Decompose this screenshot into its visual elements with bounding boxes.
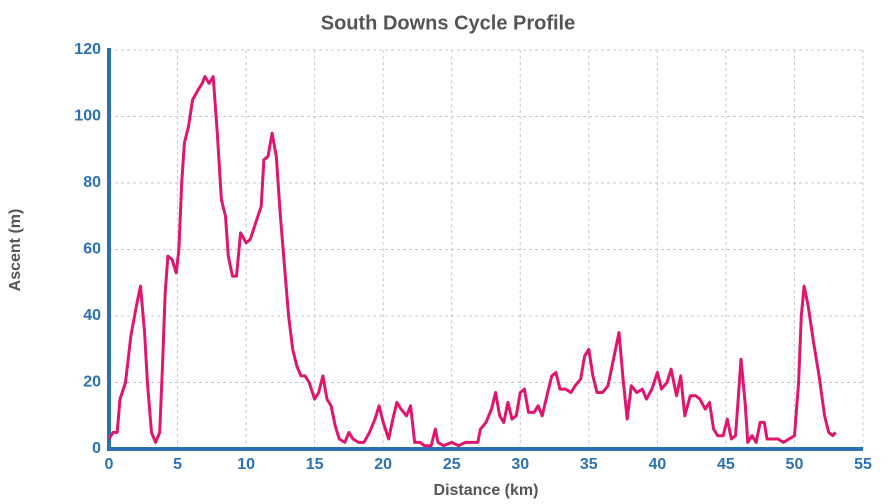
y-tick-label: 60 xyxy=(83,241,101,258)
x-tick-label: 50 xyxy=(786,456,804,473)
y-tick-label: 40 xyxy=(83,307,101,324)
x-axis-label: Distance (km) xyxy=(434,482,539,499)
x-tick-label: 0 xyxy=(105,456,114,473)
y-axis-label: Ascent (m) xyxy=(7,209,24,292)
x-tick-label: 5 xyxy=(173,456,182,473)
x-tick-label: 40 xyxy=(648,456,666,473)
x-tick-label: 20 xyxy=(374,456,392,473)
plot xyxy=(107,75,837,448)
x-tick-label: 45 xyxy=(717,456,735,473)
grid: 0 20 40 60 80 100 120 0 5 10 15 20 25 30 35 40 45 50 55 xyxy=(74,41,872,473)
y-tick-label: 80 xyxy=(83,174,101,191)
line-series xyxy=(107,75,837,448)
y-tick-label: 20 xyxy=(83,374,101,391)
x-tick-label: 55 xyxy=(854,456,872,473)
x-tick-label: 30 xyxy=(511,456,529,473)
x-tick-label: 25 xyxy=(443,456,461,473)
y-tick-label: 0 xyxy=(92,440,101,457)
chart-title: South Downs Cycle Profile xyxy=(321,12,575,34)
y-tick-label: 100 xyxy=(74,108,101,125)
x-tick-label: 10 xyxy=(237,456,255,473)
y-tick-label: 120 xyxy=(74,41,101,58)
x-tick-label: 35 xyxy=(580,456,598,473)
x-tick-label: 15 xyxy=(306,456,324,473)
